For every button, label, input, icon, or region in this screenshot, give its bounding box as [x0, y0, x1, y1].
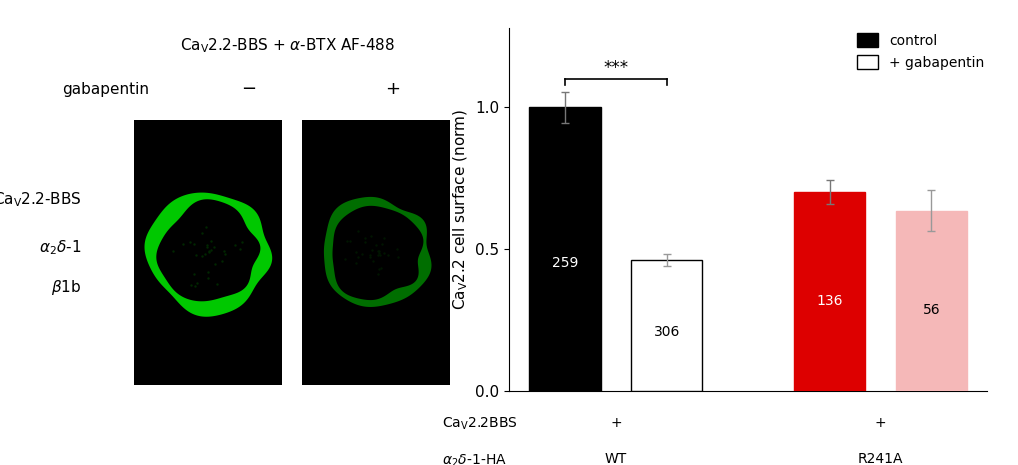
Point	[372, 247, 388, 255]
Point	[363, 246, 380, 254]
Bar	[631, 260, 702, 391]
Bar	[301, 120, 450, 385]
Bar	[134, 120, 282, 385]
Legend: control, + gabapentin: control, + gabapentin	[852, 27, 991, 75]
Point	[197, 223, 214, 231]
Point	[216, 247, 232, 254]
Point	[371, 250, 387, 257]
Point	[186, 271, 203, 278]
Text: 56: 56	[922, 303, 941, 317]
Point	[357, 234, 374, 241]
Bar	[529, 107, 601, 391]
Y-axis label: Ca$_\mathrm{V}$2.2 cell surface (norm): Ca$_\mathrm{V}$2.2 cell surface (norm)	[451, 109, 469, 310]
Point	[377, 234, 393, 242]
Point	[201, 248, 217, 255]
Point	[187, 252, 204, 259]
Point	[232, 245, 248, 252]
Point	[201, 248, 217, 256]
Point	[349, 227, 365, 235]
Point	[209, 280, 225, 288]
Point	[373, 264, 389, 272]
Point	[342, 237, 358, 245]
Text: 259: 259	[552, 256, 578, 270]
Point	[204, 238, 220, 245]
Text: R241A: R241A	[858, 452, 903, 465]
Point	[214, 257, 230, 265]
Text: 306: 306	[654, 325, 680, 339]
Point	[194, 252, 211, 259]
Point	[364, 258, 381, 265]
Point	[370, 252, 386, 259]
Polygon shape	[145, 193, 272, 317]
Point	[367, 241, 384, 248]
Point	[347, 259, 363, 266]
Point	[217, 250, 233, 257]
Point	[207, 260, 223, 267]
Point	[348, 249, 364, 256]
Point	[199, 244, 215, 251]
Point	[350, 253, 366, 261]
Text: $\alpha_2\delta$-1: $\alpha_2\delta$-1	[39, 239, 81, 258]
Bar	[896, 211, 967, 391]
Point	[362, 232, 379, 239]
Point	[185, 241, 202, 248]
Text: Ca$_\mathrm{V}$2.2-BBS + $\alpha$-BTX AF-488: Ca$_\mathrm{V}$2.2-BBS + $\alpha$-BTX AF…	[179, 36, 395, 55]
Point	[374, 240, 390, 247]
Point	[227, 241, 243, 248]
Text: WT: WT	[605, 452, 627, 465]
Point	[206, 243, 222, 251]
Point	[181, 239, 197, 246]
Point	[200, 274, 216, 282]
Polygon shape	[324, 197, 432, 307]
Point	[361, 252, 378, 259]
Text: Ca$_\mathrm{V}$2.2-BBS: Ca$_\mathrm{V}$2.2-BBS	[0, 190, 81, 209]
Point	[337, 255, 353, 263]
Point	[370, 271, 386, 278]
Point	[361, 253, 378, 260]
Point	[165, 247, 181, 254]
Point	[357, 238, 374, 246]
Point	[353, 251, 370, 258]
Point	[370, 248, 386, 255]
Point	[376, 249, 392, 257]
Text: +: +	[610, 416, 622, 430]
Text: $\alpha_2\delta$-1-HA: $\alpha_2\delta$-1-HA	[442, 452, 507, 465]
Bar	[794, 192, 865, 391]
Text: +: +	[874, 416, 887, 430]
Text: +: +	[385, 80, 400, 98]
Point	[371, 266, 387, 273]
Point	[390, 253, 406, 261]
Point	[204, 246, 220, 254]
Point	[339, 238, 355, 245]
Point	[174, 241, 190, 248]
Point	[197, 250, 214, 258]
Text: −: −	[241, 80, 257, 98]
Point	[389, 246, 405, 253]
Point	[199, 241, 215, 249]
Point	[201, 269, 217, 276]
Point	[381, 251, 397, 259]
Point	[183, 281, 200, 289]
Point	[189, 280, 206, 287]
Text: ***: ***	[604, 60, 628, 78]
Text: $\beta$1b: $\beta$1b	[51, 279, 81, 297]
Point	[234, 238, 250, 246]
Text: Ca$_\mathrm{V}$2.2BBS: Ca$_\mathrm{V}$2.2BBS	[442, 416, 518, 432]
Point	[187, 282, 204, 290]
Point	[372, 252, 388, 259]
Text: 136: 136	[816, 294, 843, 308]
Text: gabapentin: gabapentin	[62, 81, 149, 97]
Point	[194, 229, 211, 236]
